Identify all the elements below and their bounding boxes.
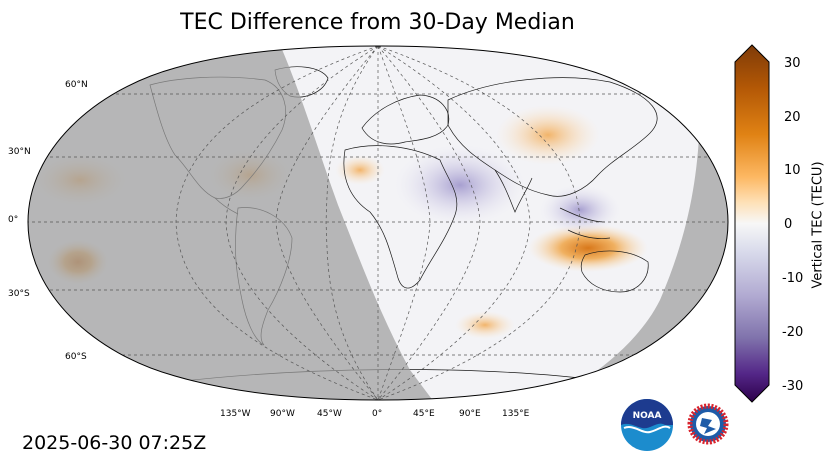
anomaly-blob bbox=[455, 311, 515, 339]
map-title: TEC Difference from 30-Day Median bbox=[180, 10, 575, 35]
lon-label: 135°E bbox=[502, 409, 530, 419]
colorbar bbox=[734, 44, 770, 403]
lat-label: 30°S bbox=[8, 289, 30, 299]
colorbar-label: Vertical TEC (TECU) bbox=[810, 161, 826, 289]
lon-label: 135°W bbox=[220, 409, 251, 419]
anomaly-blob bbox=[335, 155, 385, 185]
noaa-logo: NOAA bbox=[621, 399, 673, 451]
colorbar-tick: -30 bbox=[782, 379, 804, 394]
colorbar-tick: 30 bbox=[784, 56, 801, 71]
noaa-logo-text: NOAA bbox=[633, 411, 662, 421]
lon-label: 90°W bbox=[270, 409, 295, 419]
globe-outline bbox=[27, 45, 729, 401]
anomaly-blob bbox=[395, 145, 525, 225]
anomaly-blob bbox=[528, 224, 648, 272]
lat-label: 60°N bbox=[65, 80, 88, 90]
colorbar-tick: -20 bbox=[782, 325, 804, 340]
colorbar-tick: 20 bbox=[784, 110, 801, 125]
anomaly-blob bbox=[496, 105, 600, 165]
lat-label: 60°S bbox=[65, 352, 87, 362]
timestamp: 2025-06-30 07:25Z bbox=[22, 432, 207, 454]
globe-content bbox=[28, 46, 728, 400]
nws-logo bbox=[682, 398, 734, 450]
lon-label: 45°E bbox=[413, 409, 435, 419]
lat-label: 0° bbox=[8, 215, 19, 225]
colorbar-body bbox=[734, 44, 770, 403]
lon-label: 45°W bbox=[317, 409, 342, 419]
colorbar-tick: -10 bbox=[782, 271, 804, 286]
lon-label: 90°E bbox=[459, 409, 481, 419]
colorbar-tick: 0 bbox=[784, 217, 793, 232]
night-shade bbox=[28, 46, 440, 400]
lat-label: 30°N bbox=[8, 147, 31, 157]
lon-label: 0° bbox=[372, 409, 383, 419]
graticule bbox=[28, 46, 728, 400]
colorbar-tick: 10 bbox=[784, 163, 801, 178]
anomaly-blob bbox=[540, 185, 620, 235]
